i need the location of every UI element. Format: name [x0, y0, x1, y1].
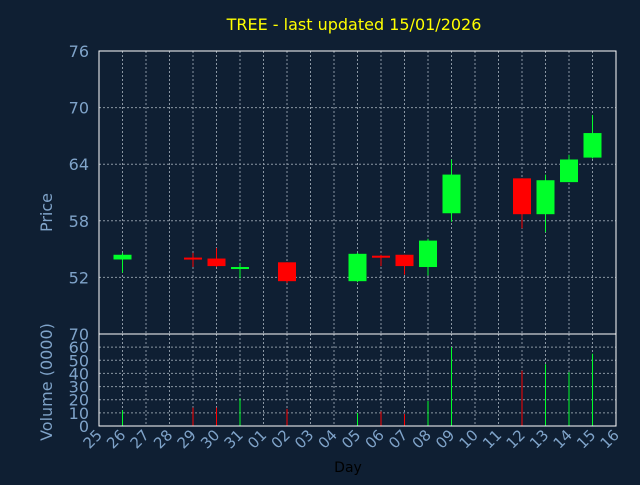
candle-body: [348, 253, 367, 282]
chart-title: TREE - last updated 15/01/2026: [226, 15, 482, 34]
candle-body: [113, 254, 132, 260]
volume-plot-frame: [98, 333, 617, 427]
volume-tick-label: 70: [69, 325, 89, 344]
candlestick-series: [113, 115, 602, 284]
candle-31: [231, 263, 249, 279]
candle-body: [442, 174, 461, 214]
candle-07: [395, 254, 414, 275]
price-tick-label: 64: [69, 155, 89, 174]
candle-14: [560, 154, 578, 183]
volume-tick-label: 40: [69, 364, 89, 383]
candle-26: [113, 252, 132, 273]
candle-body: [231, 267, 249, 270]
candle-body: [560, 159, 578, 183]
candle-body: [513, 178, 531, 215]
price-tick-label: 58: [69, 212, 89, 231]
price-tick-label: 76: [69, 42, 89, 61]
candle-05: [348, 252, 367, 283]
candle-body: [583, 133, 602, 158]
candle-body: [419, 240, 437, 268]
candle-body: [278, 262, 296, 282]
volume-tick-label: 20: [69, 391, 89, 410]
price-tick-label: 70: [69, 99, 89, 118]
volume-tick-label: 0: [79, 417, 89, 436]
volume-tick-label: 10: [69, 404, 89, 423]
candle-09: [442, 159, 461, 222]
x-tick-labels: 2526272829303101020304050607080910111213…: [80, 426, 623, 452]
candle-30: [207, 248, 226, 268]
candle-12: [513, 178, 531, 229]
volume-tick-label: 30: [69, 378, 89, 397]
volume-axis-label: Volume (0000): [37, 323, 56, 441]
price-axis-label: Price: [37, 193, 56, 232]
candle-body: [395, 254, 414, 267]
volume-tick-label: 60: [69, 338, 89, 357]
x-axis-label: Day: [334, 460, 362, 476]
candle-29: [184, 252, 202, 268]
candle-13: [536, 174, 555, 233]
candle-body: [207, 258, 226, 267]
price-tick-label: 52: [69, 268, 89, 287]
candle-15: [583, 115, 602, 159]
volume-series: [122, 347, 593, 426]
candle-02: [278, 262, 296, 284]
axes: [98, 50, 617, 427]
candle-08: [419, 238, 437, 276]
candle-body: [536, 180, 555, 215]
candle-06: [372, 254, 390, 267]
volume-tick-label: 50: [69, 351, 89, 370]
candle-body: [184, 257, 202, 260]
candle-body: [372, 255, 390, 258]
